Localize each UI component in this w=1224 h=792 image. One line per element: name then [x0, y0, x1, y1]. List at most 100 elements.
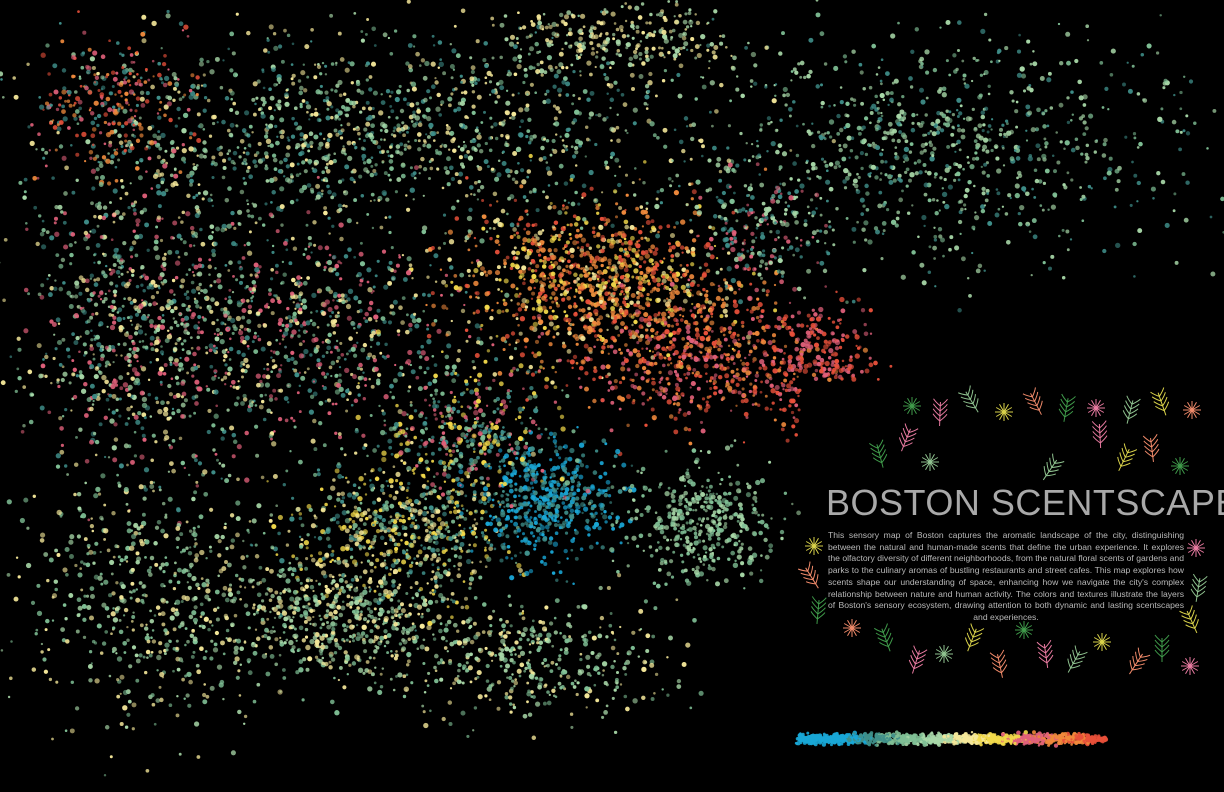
scent-dot: [790, 70, 794, 73]
scent-dot: [325, 351, 329, 354]
scent-dot: [262, 103, 266, 107]
scent-dot: [485, 230, 489, 233]
scent-dot: [334, 345, 339, 350]
scent-dot: [552, 84, 557, 89]
scent-dot: [269, 95, 275, 101]
scent-dot: [136, 79, 142, 84]
scent-dot: [1052, 192, 1058, 198]
scent-dot: [100, 175, 105, 180]
scent-dot: [87, 47, 92, 52]
scent-dot: [345, 303, 352, 310]
scent-dot: [135, 218, 141, 224]
scent-dot: [1056, 160, 1061, 165]
scent-dot: [995, 188, 999, 191]
scent-dot: [66, 290, 72, 296]
scent-dot: [913, 161, 917, 165]
scent-dot: [63, 464, 68, 468]
scent-dot: [551, 225, 556, 229]
scent-dot: [23, 190, 27, 194]
scent-dot: [253, 424, 259, 429]
scent-dot: [61, 155, 67, 161]
scent-dot: [418, 365, 423, 370]
scent-dot: [357, 131, 361, 136]
scent-dot: [1132, 241, 1137, 247]
scent-dot: [52, 63, 58, 69]
scent-dot: [158, 146, 163, 151]
scent-dot: [851, 226, 857, 232]
scent-dot: [331, 322, 337, 328]
scent-dot: [68, 242, 73, 248]
scent-dot: [533, 286, 536, 290]
scent-dot: [654, 203, 660, 210]
scent-dot: [755, 315, 760, 320]
scent-dot: [366, 280, 370, 284]
scent-dot: [578, 365, 584, 371]
scent-dot: [81, 278, 87, 284]
scent-dot: [500, 133, 504, 138]
scent-dot: [562, 247, 565, 250]
scent-dot: [113, 293, 117, 297]
scent-dot: [1047, 208, 1050, 211]
scent-dot: [78, 106, 83, 111]
scent-dot: [929, 143, 934, 148]
scent-dot: [245, 169, 250, 173]
scent-dot: [484, 141, 488, 146]
scent-dot: [327, 153, 331, 157]
scent-dot: [335, 323, 340, 327]
scent-dot: [306, 75, 310, 79]
scent-dot: [157, 204, 162, 209]
scent-dot: [141, 14, 147, 20]
scent-dot: [463, 90, 468, 95]
scent-dot: [395, 116, 399, 120]
scent-dot: [9, 355, 13, 358]
scent-dot: [229, 108, 234, 112]
scent-dot: [628, 264, 632, 268]
scent-dot: [207, 264, 213, 270]
scent-dot: [163, 75, 170, 82]
scent-dot: [87, 298, 92, 303]
scent-dot: [624, 326, 627, 330]
scent-dot: [103, 142, 107, 146]
scent-dot: [629, 300, 634, 305]
scent-dot: [510, 262, 515, 268]
scent-dot: [1110, 48, 1116, 54]
scent-dot: [990, 60, 993, 64]
scent-dot: [1071, 113, 1075, 116]
scent-dot: [305, 320, 311, 326]
scent-dot: [589, 90, 595, 96]
scent-dot: [1015, 148, 1021, 153]
scent-dot: [905, 167, 910, 172]
scent-dot: [613, 302, 617, 306]
scent-dot: [650, 318, 653, 321]
scent-dot: [211, 231, 214, 234]
scent-dot: [563, 76, 568, 81]
scent-dot: [71, 372, 76, 377]
scent-dot: [605, 116, 609, 119]
scent-dot: [270, 411, 273, 414]
scent-dot: [186, 290, 190, 294]
scent-dot: [95, 243, 101, 248]
scent-dot: [110, 268, 116, 274]
scent-dot: [203, 149, 208, 154]
scent-dot: [407, 389, 411, 393]
scent-dot: [176, 507, 181, 513]
scent-dot: [631, 87, 635, 91]
scent-dot: [697, 139, 701, 142]
scent-dot: [232, 166, 237, 171]
scent-dot: [170, 308, 175, 314]
scent-dot: [494, 176, 500, 182]
scent-dot: [131, 367, 138, 373]
scent-dot: [270, 356, 273, 359]
scent-dot: [461, 165, 466, 169]
scent-dot: [905, 184, 909, 188]
scent-dot: [116, 41, 120, 45]
scent-dot: [61, 337, 66, 342]
scent-dot: [353, 198, 358, 203]
scent-dot: [1173, 192, 1177, 196]
scent-dot: [958, 148, 962, 152]
scent-dot: [396, 177, 402, 183]
scent-dot: [474, 244, 478, 248]
scent-dot: [995, 156, 1000, 161]
scent-dot: [1172, 209, 1176, 213]
scent-dot: [955, 108, 959, 112]
